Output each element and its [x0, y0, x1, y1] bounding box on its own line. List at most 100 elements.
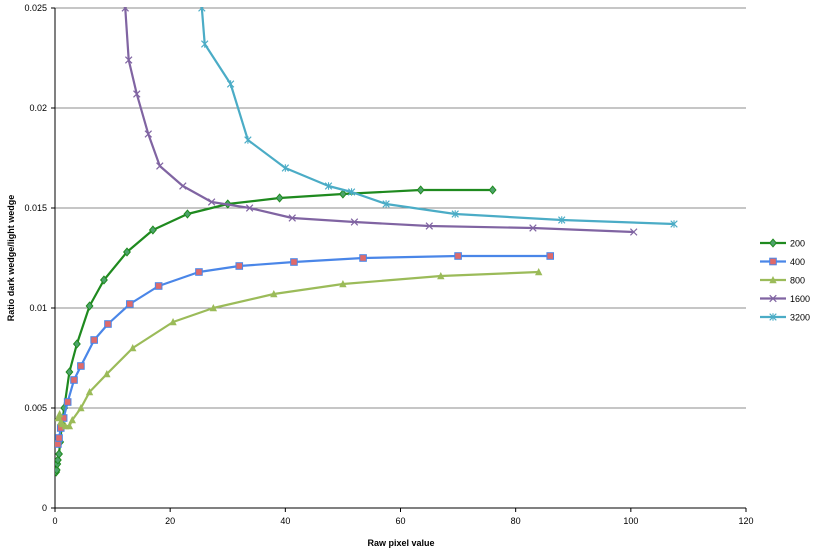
- data-point-200: [85, 301, 94, 311]
- data-point-200: [99, 275, 108, 285]
- data-point-800: [270, 290, 278, 298]
- y-tick-label: 0.025: [24, 3, 47, 13]
- y-tick-label: 0: [42, 503, 47, 513]
- tick-labels: 0 0.005 0.01 0.015 0.02 0.025 0 20 40 60 80 100 120: [24, 3, 753, 526]
- data-point-1600: [133, 90, 141, 98]
- data-point-200: [55, 455, 62, 465]
- data-point-800: [169, 318, 177, 326]
- legend-marker: [769, 276, 777, 284]
- data-point-400: [290, 258, 298, 266]
- legend-label: 800: [790, 276, 805, 286]
- data-point-3200: [198, 7, 206, 12]
- data-point-3200: [382, 200, 390, 208]
- y-axis-title: Ratio dark wedge/light wedge: [6, 195, 16, 322]
- x-tick-label: 80: [511, 516, 521, 526]
- series-layer: [55, 7, 678, 477]
- data-point-400: [104, 320, 112, 328]
- data-point-400: [126, 300, 134, 308]
- series-3200: [198, 7, 678, 228]
- data-point-200: [338, 189, 347, 199]
- data-point-200: [123, 247, 131, 257]
- y-tick-label: 0.015: [24, 203, 47, 213]
- data-point-3200: [558, 216, 566, 224]
- legend-item-3200: 3200: [760, 313, 810, 323]
- data-point-800: [55, 410, 64, 418]
- series-1600: [121, 7, 638, 236]
- x-tick-label: 60: [395, 516, 405, 526]
- data-point-200: [416, 185, 425, 195]
- y-tick-label: 0.005: [24, 403, 47, 413]
- y-tick-label: 0.02: [29, 103, 47, 113]
- x-tick-label: 100: [623, 516, 638, 526]
- data-point-800: [209, 304, 218, 312]
- y-tick-label: 0.01: [29, 303, 47, 313]
- data-point-3200: [347, 188, 356, 196]
- data-point-800: [55, 414, 62, 422]
- data-point-800: [437, 272, 445, 280]
- legend-item-400: 400: [760, 257, 805, 267]
- legend-item-200: 200: [760, 238, 805, 249]
- data-point-400: [546, 252, 555, 260]
- data-point-400: [55, 434, 63, 442]
- data-point-800: [77, 404, 85, 412]
- x-tick-label: 120: [738, 516, 753, 526]
- legend-label: 200: [790, 239, 805, 249]
- data-point-1600: [124, 56, 133, 64]
- legend-label: 3200: [790, 313, 810, 323]
- data-point-200: [488, 185, 497, 195]
- data-point-400: [454, 252, 462, 260]
- data-point-3200: [324, 182, 333, 190]
- legend-marker: [769, 313, 777, 321]
- data-point-200: [148, 225, 157, 235]
- x-tick-label: 40: [280, 516, 290, 526]
- data-point-3200: [201, 40, 209, 48]
- legend-item-1600: 1600: [760, 294, 810, 304]
- legend: 200 400 800 1600 3200: [760, 238, 810, 323]
- data-point-400: [77, 362, 85, 370]
- data-point-1600: [144, 130, 153, 138]
- data-point-1600: [629, 228, 638, 236]
- gridlines: [55, 7, 746, 409]
- data-point-1600: [350, 218, 359, 226]
- legend-marker: [769, 257, 777, 266]
- x-tick-label: 0: [52, 516, 57, 526]
- data-point-200: [55, 465, 61, 475]
- data-point-1600: [156, 162, 164, 170]
- x-axis-title: Raw pixel value: [367, 538, 434, 548]
- data-point-800: [103, 370, 111, 378]
- data-point-1600: [179, 182, 187, 190]
- data-point-800: [535, 268, 543, 276]
- data-point-3200: [281, 164, 290, 172]
- legend-marker: [769, 238, 777, 248]
- legend-marker: [769, 294, 777, 303]
- data-point-1600: [425, 222, 434, 230]
- data-point-800: [65, 422, 74, 430]
- data-point-400: [90, 336, 98, 344]
- series-200: [55, 185, 497, 477]
- axes: [51, 7, 747, 512]
- data-point-400: [63, 398, 72, 406]
- x-tick-label: 20: [165, 516, 175, 526]
- data-point-3200: [451, 210, 459, 218]
- data-point-200: [275, 193, 284, 203]
- data-point-1600: [288, 214, 296, 222]
- legend-label: 400: [790, 257, 805, 267]
- data-point-1600: [245, 204, 254, 212]
- legend-label: 1600: [790, 294, 810, 304]
- data-point-3200: [670, 220, 678, 228]
- data-point-800: [68, 416, 76, 424]
- data-point-1600: [529, 224, 537, 232]
- data-point-1600: [207, 198, 216, 206]
- legend-item-800: 800: [760, 276, 805, 286]
- data-point-200: [183, 209, 192, 219]
- data-point-400: [195, 268, 203, 276]
- series-800: [55, 268, 543, 430]
- data-point-400: [235, 262, 244, 270]
- data-point-1600: [121, 7, 129, 12]
- data-point-3200: [226, 80, 235, 88]
- data-point-200: [72, 339, 81, 349]
- data-point-200: [55, 449, 63, 459]
- data-point-3200: [244, 136, 252, 144]
